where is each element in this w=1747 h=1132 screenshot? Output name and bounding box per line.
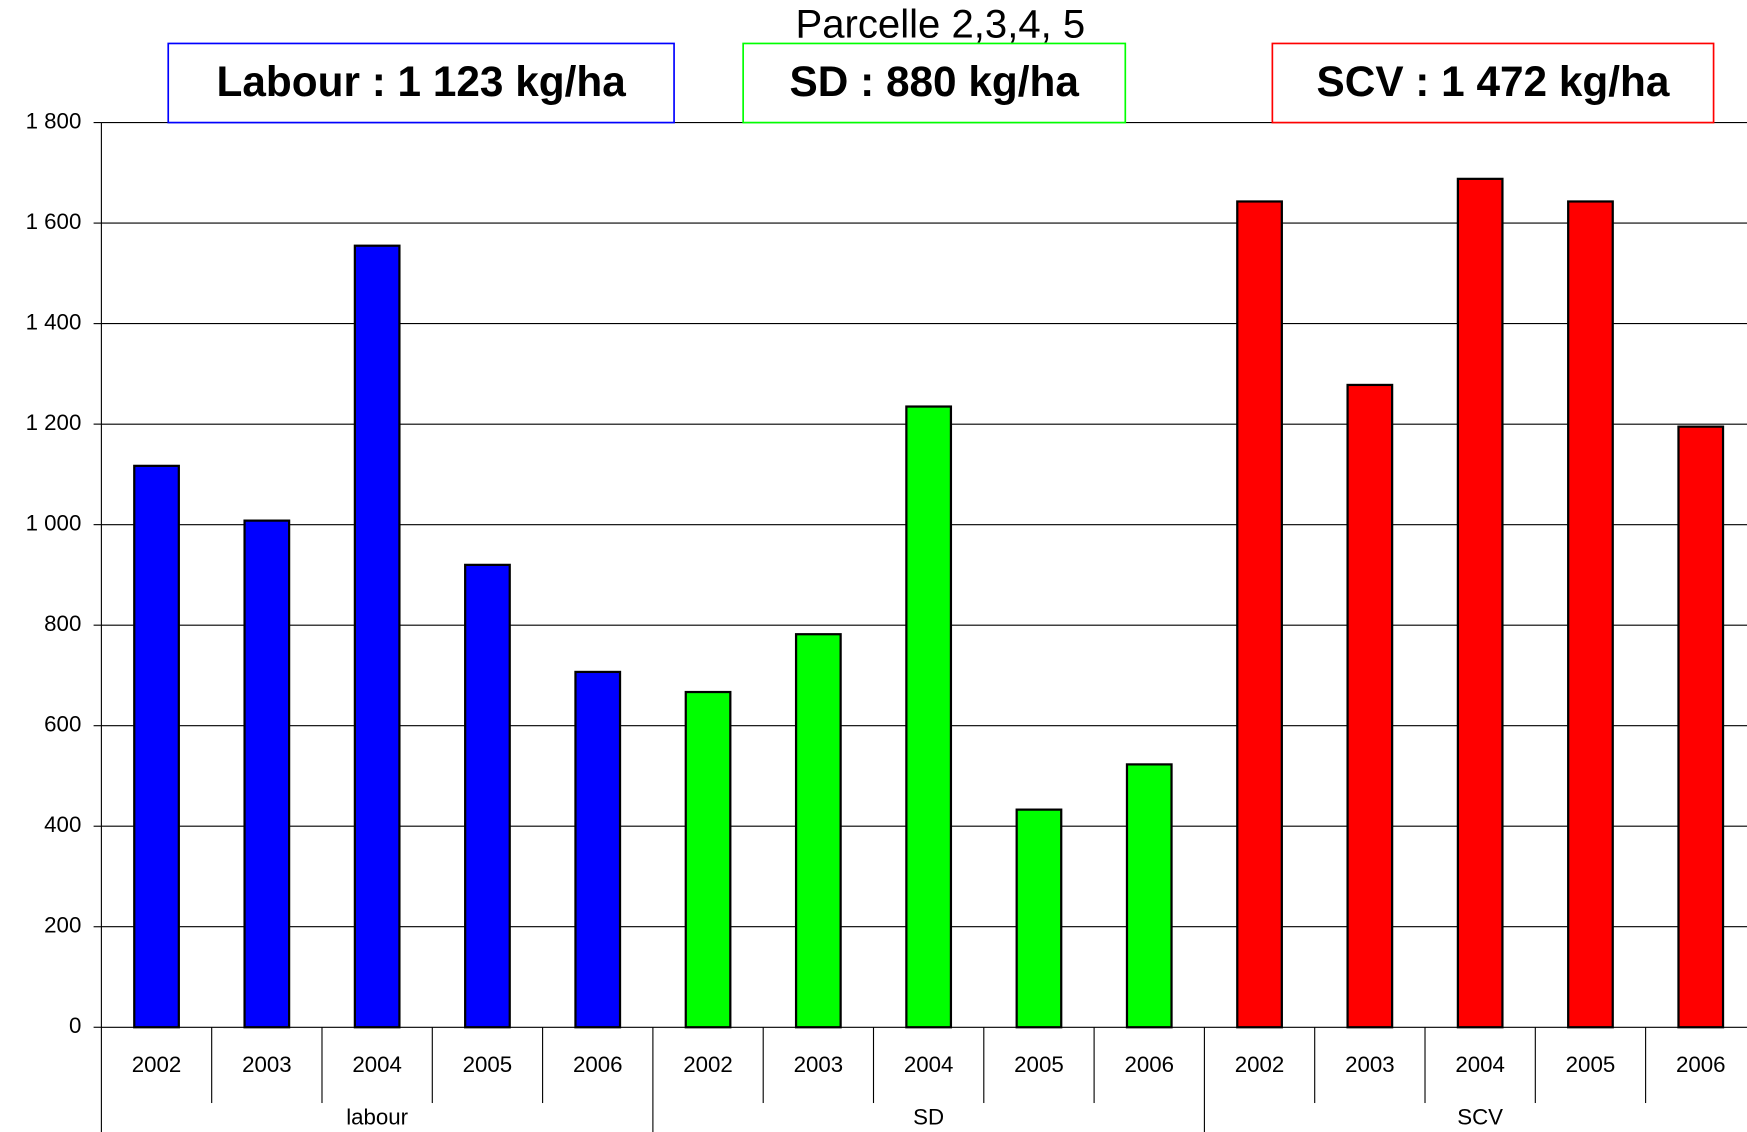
x-tick-label: 2006 [573, 1052, 623, 1077]
bar [133, 464, 180, 1029]
bar [905, 405, 953, 1029]
x-tick-label: 2005 [1014, 1052, 1064, 1077]
annotation: SD : 880 kg/ha [790, 58, 1080, 105]
bar [243, 519, 291, 1029]
x-tick-label: 2003 [1345, 1052, 1395, 1077]
y-tick-label: 1 200 [26, 410, 82, 435]
y-tick-label: 400 [44, 812, 81, 837]
x-tick-label: 2004 [1455, 1052, 1505, 1077]
group-label: SD [913, 1105, 944, 1130]
x-tick-label: 2002 [132, 1052, 182, 1077]
x-tick-label: 2006 [1124, 1052, 1174, 1077]
x-tick-label: 2005 [1566, 1052, 1616, 1077]
group-label: SCV [1457, 1105, 1503, 1130]
x-tick-label: 2005 [463, 1052, 513, 1077]
annotation-box [742, 42, 1127, 124]
bar [1677, 425, 1725, 1029]
x-tick-label: 2003 [794, 1052, 844, 1077]
bar [1456, 177, 1504, 1029]
y-tick-label: 1 800 [26, 108, 82, 133]
bar [1346, 383, 1394, 1029]
annotation: Labour : 1 123 kg/ha [217, 58, 627, 105]
annotation: SCV : 1 472 kg/ha [1317, 58, 1670, 105]
annotation-box [1271, 42, 1715, 124]
y-tick-label: 0 [69, 1013, 81, 1038]
bar [464, 563, 511, 1029]
y-tick-label: 1 400 [26, 309, 82, 334]
x-tick-label: 2002 [683, 1052, 733, 1077]
bar [1015, 808, 1063, 1029]
bar [1125, 763, 1173, 1029]
y-tick-label: 200 [44, 913, 81, 938]
x-tick-label: 2004 [904, 1052, 954, 1077]
x-tick-label: 2003 [242, 1052, 292, 1077]
x-tick-label: 2004 [352, 1052, 402, 1077]
y-tick-label: 1 000 [26, 511, 82, 536]
bar [353, 244, 401, 1029]
chart-title: Parcelle 2,3,4, 5 [795, 2, 1085, 46]
bar [574, 670, 622, 1029]
y-tick-label: 600 [44, 712, 81, 737]
x-tick-label: 2002 [1235, 1052, 1285, 1077]
group-label: labour [346, 1105, 408, 1130]
x-tick-label: 2006 [1676, 1052, 1726, 1077]
y-tick-label: 800 [44, 611, 81, 636]
y-tick-label: 1 600 [26, 209, 82, 234]
bar [684, 690, 732, 1029]
annotation-box [167, 42, 675, 124]
bar [794, 633, 842, 1029]
bar [1567, 200, 1614, 1029]
bar [1236, 200, 1283, 1029]
